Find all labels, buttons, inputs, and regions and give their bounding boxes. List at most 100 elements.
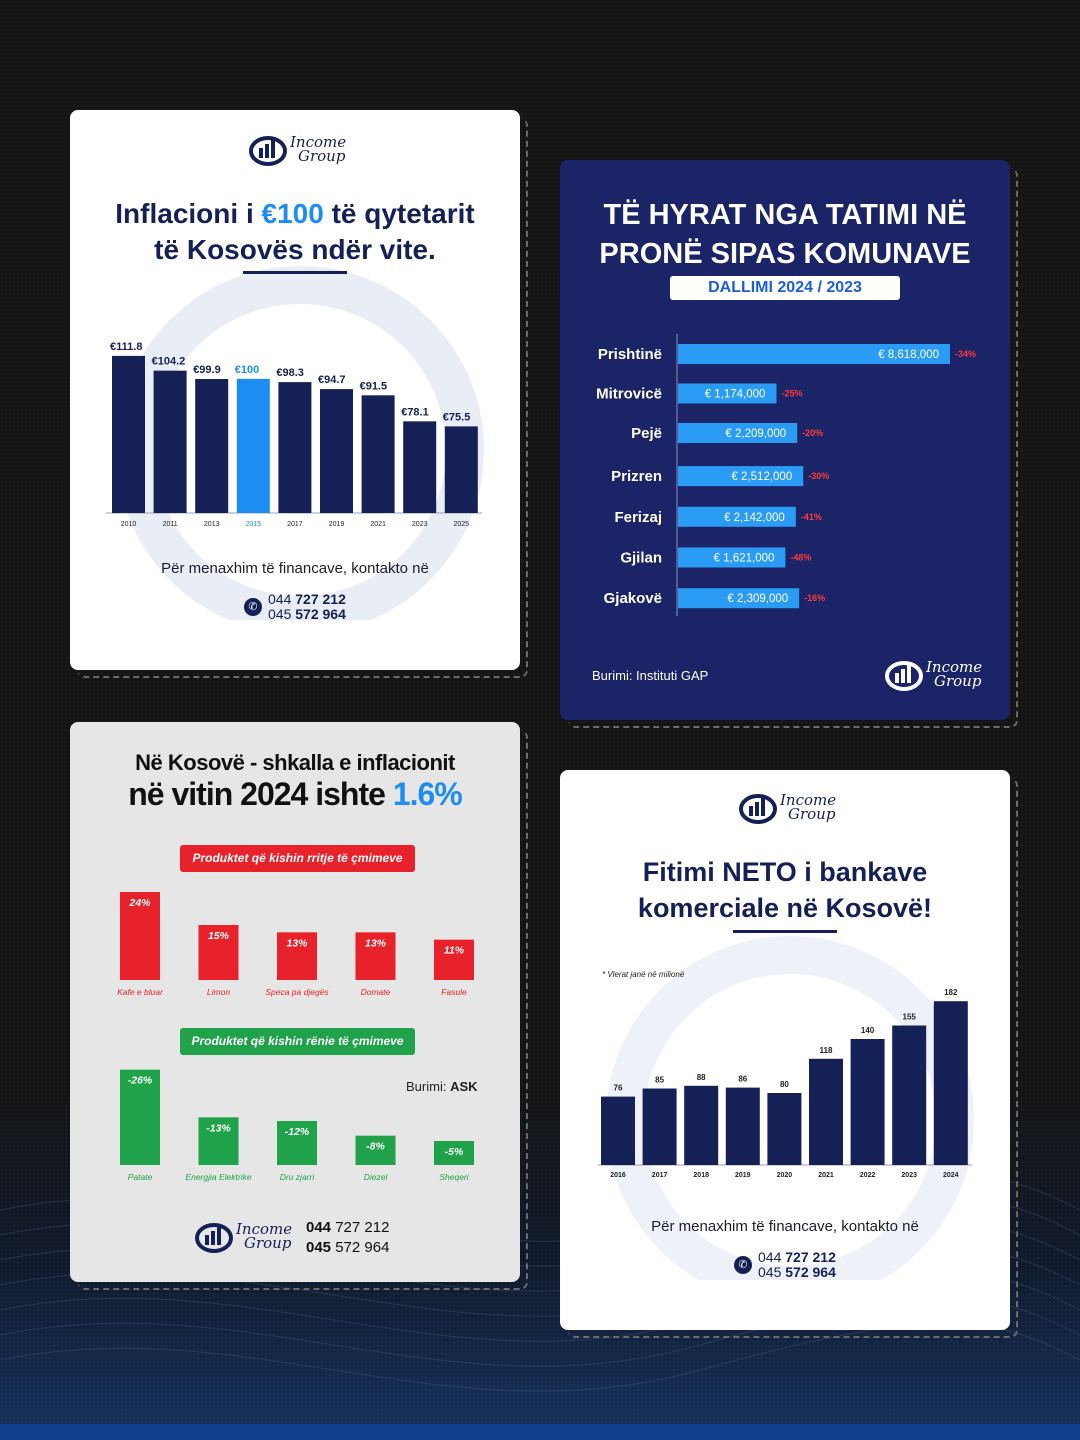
card3-title-line2: në vitin 2024 ishte 1.6%	[128, 776, 463, 812]
bar-Sheqeri	[434, 1141, 474, 1165]
x-tick-label: 2019	[329, 521, 345, 528]
value-label: -13%	[206, 1122, 231, 1134]
change-label: -30%	[808, 471, 829, 481]
phone-number-2: 045 572 964	[306, 1239, 390, 1256]
bar-2022	[850, 1039, 885, 1165]
bar-2025	[444, 426, 478, 513]
value-label: 11%	[444, 945, 465, 957]
value-label: €78.1	[401, 406, 429, 418]
property-tax-hbar-chart: Prishtinë € 8,618,000 -34% Mitrovicë € 1,174…	[596, 334, 976, 616]
price-decrease-chart: -26% Patate -13% Energjia Elektrike -12% Dru …	[120, 1069, 474, 1182]
inflation-products-card: Në Kosovë - shkalla e inflacionit në vit…	[70, 722, 520, 1282]
x-tick-label: 2013	[204, 521, 220, 528]
bar-2016	[601, 1096, 635, 1165]
phone-number-1: 044 727 212	[268, 591, 346, 607]
bar-Energjia Elektrike	[198, 1117, 239, 1165]
bar-2018	[684, 1085, 719, 1165]
category-label: Dru zjarri	[280, 1172, 316, 1182]
phone-block[interactable]: ✆ 044 727 212 045 572 964	[244, 592, 346, 622]
change-label: -34%	[955, 349, 976, 359]
title-highlight: €100	[261, 198, 324, 229]
bar-Limon	[198, 925, 239, 980]
category-label: Speca pa djegës	[265, 987, 329, 997]
bar-2023	[403, 421, 437, 513]
bar-Dru zjarri	[277, 1121, 317, 1165]
logo-bars-icon	[195, 1223, 233, 1253]
value-label: 118	[820, 1046, 833, 1055]
bar-Prishtinë	[678, 344, 950, 364]
card4-title: Fitimi NETO i bankave komerciale në Kosov…	[637, 857, 933, 923]
category-label: Mitrovicë	[596, 386, 662, 403]
value-label: 15%	[208, 930, 230, 942]
card3-title-line1: Në Kosovë - shkalla e inflacionit	[135, 750, 455, 775]
x-tick-label: 2024	[943, 1172, 959, 1179]
phone-block[interactable]: ✆ 044 727 212 045 572 964	[734, 1250, 836, 1280]
value-label: -26%	[128, 1075, 153, 1087]
bank-profit-bar-chart: 76 2016 85 2017 88 2018 86 2019 80 2020 118 2021 140…	[598, 988, 972, 1179]
value-label: € 2,209,000	[725, 428, 786, 440]
value-label: 86	[738, 1075, 747, 1084]
x-tick-label: 2021	[370, 521, 386, 528]
category-label: Sheqeri	[439, 1172, 469, 1182]
category-label: Limon	[207, 987, 230, 997]
bar-2010	[112, 355, 145, 513]
x-tick-label: 2017	[287, 521, 303, 528]
value-label: 140	[861, 1026, 875, 1035]
x-tick-label: 2016	[610, 1172, 626, 1179]
value-label: €98.3	[276, 367, 304, 379]
x-tick-label: 2015	[246, 521, 262, 528]
bar-2021	[361, 395, 395, 513]
phone-block[interactable]: 044 727 212 045 572 964	[306, 1218, 389, 1258]
x-tick-label: 2021	[818, 1172, 834, 1179]
logo-bars-icon	[249, 136, 287, 166]
logo-bars-icon	[739, 794, 777, 824]
bar-2024	[933, 1001, 968, 1165]
value-label: €75.5	[443, 411, 471, 423]
category-label: Diezel	[364, 1172, 389, 1182]
card4-shadow	[568, 778, 1018, 1338]
phone-icon: ✆	[244, 598, 262, 616]
bar-Prizren	[678, 466, 804, 487]
value-label: -8%	[366, 1141, 385, 1153]
value-label: 13%	[365, 937, 387, 949]
inflation-card: Income Group Inflacioni i €100 të qytetar…	[70, 110, 520, 670]
value-label: € 2,142,000	[724, 512, 785, 524]
x-tick-label: 2020	[777, 1172, 793, 1179]
title-underline	[243, 271, 347, 274]
category-label: Energjia Elektrike	[185, 1172, 251, 1182]
bar-2019	[320, 389, 353, 513]
phone-number-2: 045 572 964	[268, 606, 346, 622]
bar-2017	[278, 382, 312, 513]
phone-icon: ✆	[734, 1256, 752, 1274]
value-label: €111.8	[110, 341, 142, 353]
change-label: -20%	[802, 428, 823, 438]
bar-2013	[195, 379, 229, 513]
bottom-blue-strip	[0, 1424, 1080, 1440]
change-label: -48%	[790, 553, 811, 563]
logo-bars-icon	[885, 661, 923, 691]
source-text: Burimi: ASK	[406, 1079, 478, 1094]
phone-number-2: 045 572 964	[758, 1264, 836, 1280]
bar-2023	[892, 1025, 927, 1165]
bar-Gjilan	[678, 547, 786, 568]
difference-pill: DALLIMI 2024 / 2023	[670, 276, 900, 300]
price-increase-pill: Produktet që kishin rritje të çmimeve	[180, 845, 415, 872]
card2-shadow	[568, 168, 1018, 728]
bar-Patate	[120, 1069, 160, 1165]
value-label: 85	[655, 1076, 664, 1085]
category-label: Pejë	[631, 425, 662, 442]
bar-Ferizaj	[678, 506, 796, 527]
category-label: Domate	[361, 987, 391, 997]
inflation-rate-highlight: 1.6%	[392, 776, 463, 812]
category-label: Kafe e bluar	[117, 987, 164, 997]
x-tick-label: 2022	[860, 1172, 876, 1179]
bar-Diezel	[355, 1135, 396, 1165]
bar-Domate	[355, 932, 396, 980]
category-label: Ferizaj	[614, 509, 662, 526]
price-decrease-pill: Produktet që kishin rënie të çmimeve	[180, 1028, 415, 1055]
contact-text: Për menaxhim të financave, kontakto në	[651, 1218, 919, 1235]
value-label: €100	[235, 364, 259, 376]
bar-2019	[725, 1087, 760, 1165]
bar-2020	[767, 1093, 802, 1165]
income-group-logo: Income Group	[884, 657, 982, 691]
